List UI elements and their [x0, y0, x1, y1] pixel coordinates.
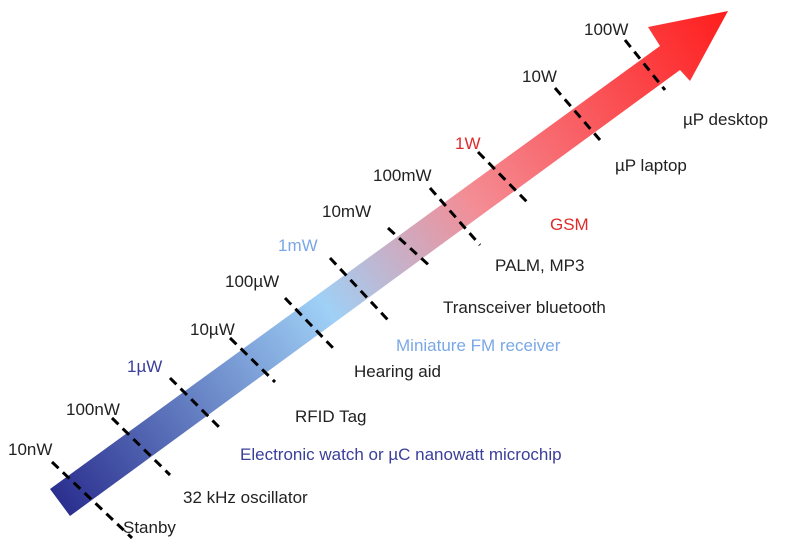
power-label-100nw: 100nW [66, 400, 120, 419]
tick-line-100mw [428, 187, 482, 246]
app-label-rfid-tag: RFID Tag [295, 407, 367, 426]
app-label-palm-mp3: PALM, MP3 [495, 256, 585, 275]
app-label-gsm: GSM [550, 215, 589, 234]
tick-line-1uw [168, 376, 224, 432]
app-label-laptop: µP laptop [615, 156, 687, 175]
app-label-hearing-aid: Hearing aid [354, 362, 441, 381]
tick-line-10w [553, 87, 602, 141]
app-label-32khz-oscillator: 32 kHz oscillator [183, 488, 308, 507]
app-label-bluetooth: Transceiver bluetooth [443, 298, 606, 317]
power-label-10w: 10W [522, 67, 557, 86]
power-label-1w: 1W [455, 134, 481, 153]
power-label-10nw: 10nW [8, 440, 53, 459]
power-label-10mw: 10mW [322, 202, 372, 221]
tick-line-100w [623, 39, 667, 91]
app-label-electronic-watch: Electronic watch or µC nanowatt microchi… [240, 445, 562, 464]
power-label-100mw: 100mW [373, 166, 432, 185]
tick-line-10mw [386, 226, 434, 270]
app-label-fm-receiver: Miniature FM receiver [396, 336, 561, 355]
tick-lines [50, 39, 667, 540]
app-label-standby: Stanby [123, 518, 176, 537]
power-label-100w: 100W [584, 20, 629, 39]
tick-line-10nw [50, 460, 134, 540]
power-label-1mw: 1mW [278, 236, 318, 255]
tick-line-10uw [228, 336, 277, 384]
power-label-10uw: 10µW [190, 320, 235, 339]
tick-line-100nw [110, 416, 172, 477]
power-label-1uw: 1µW [127, 357, 163, 376]
tick-line-100uw [283, 296, 337, 352]
power-label-100uw: 100µW [225, 272, 280, 291]
tick-line-1w [476, 150, 532, 207]
app-label-desktop: µP desktop [683, 110, 769, 129]
power-arrow [50, 11, 728, 516]
